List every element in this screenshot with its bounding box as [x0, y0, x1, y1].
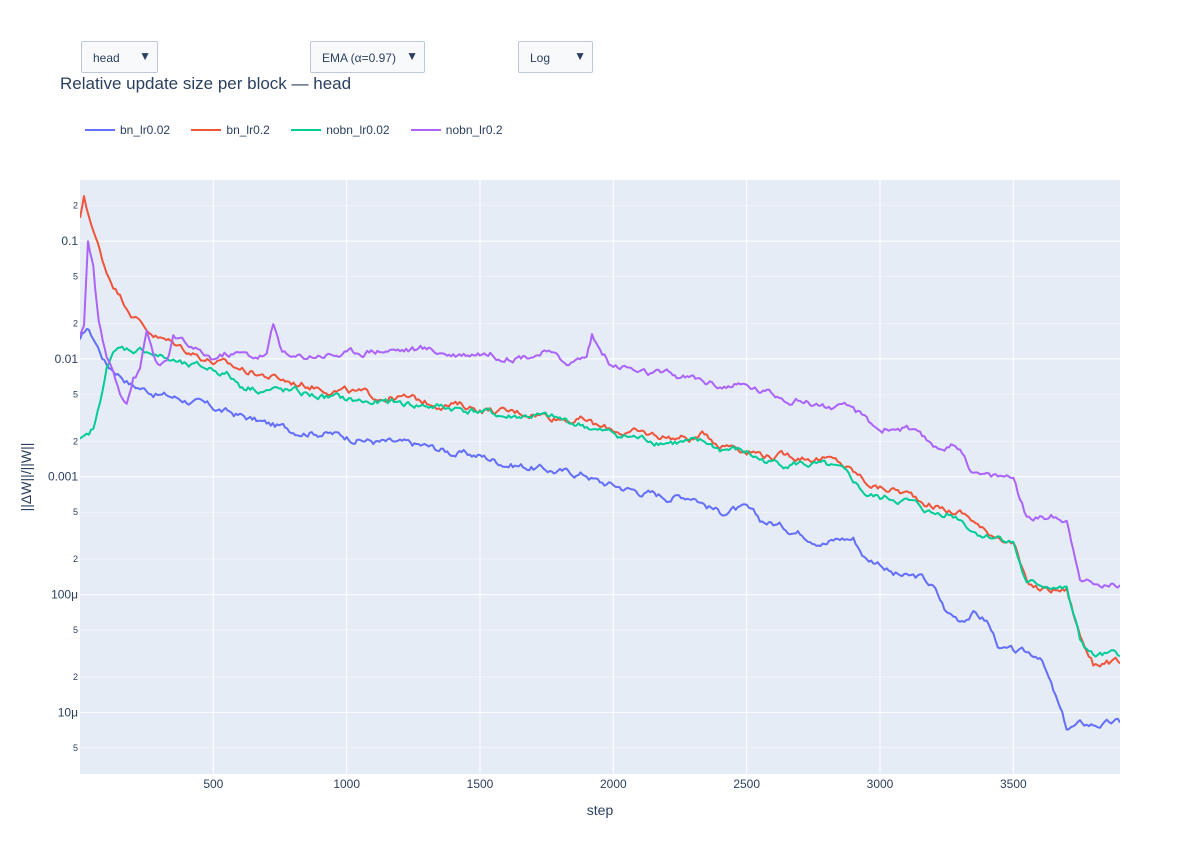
x-tick-label: 1500	[467, 777, 494, 791]
y-minor-tick-label: 2	[73, 436, 78, 446]
legend-label: bn_lr0.2	[226, 123, 270, 137]
x-tick-label: 2000	[600, 777, 627, 791]
smoothing-select[interactable]: EMA (α=0.97) ▼	[310, 41, 425, 73]
y-tick-label: 0.01	[55, 352, 79, 366]
y-axis-title: ||ΔW||/||W||	[18, 443, 34, 512]
y-minor-tick-label: 2	[73, 672, 78, 682]
y-tick-label: 0.001	[48, 470, 78, 484]
y-minor-tick-label: 2	[73, 318, 78, 328]
legend-label: bn_lr0.02	[120, 123, 171, 137]
series-lines	[80, 195, 1120, 731]
y-tick-label: 10μ	[58, 705, 78, 719]
y-minor-tick-label: 2	[73, 201, 78, 211]
smoothing-select-value: EMA (α=0.97)	[322, 51, 396, 65]
block-select-value: head	[93, 51, 120, 65]
y-minor-tick-label: 5	[73, 625, 78, 635]
y-minor-tick-label: 5	[73, 389, 78, 399]
x-tick-label: 3500	[1000, 777, 1027, 791]
scale-select[interactable]: Log ▼	[518, 41, 593, 73]
y-tick-label: 100μ	[51, 588, 78, 602]
x-tick-label: 1000	[333, 777, 360, 791]
x-axis-title: step	[587, 802, 614, 818]
legend-swatch	[291, 129, 322, 131]
legend-label: nobn_lr0.02	[326, 123, 390, 137]
x-tick-label: 3000	[867, 777, 894, 791]
x-tick-label: 500	[203, 777, 223, 791]
chevron-down-icon: ▼	[574, 49, 586, 63]
y-minor-tick-label: 5	[73, 272, 78, 282]
y-axis-ticks: 0.1 0.01 0.001 100μ 10μ 2 5 2 5 2 5 2 5 2 5	[48, 201, 78, 753]
y-tick-label: 0.1	[61, 234, 78, 248]
scale-select-value: Log	[530, 51, 551, 65]
chevron-down-icon: ▼	[406, 49, 418, 63]
x-axis-ticks: 500 1000 1500 2000 2500 3000 3500	[203, 777, 1027, 791]
x-tick-label: 2500	[733, 777, 760, 791]
series-line-bn_lr0.2	[80, 195, 1120, 668]
series-line-nobn_lr0.2	[80, 240, 1120, 589]
block-select[interactable]: head ▼	[81, 41, 158, 73]
legend-swatch	[410, 129, 441, 131]
chart-title: Relative update size per block — head	[60, 74, 352, 93]
legend-swatch	[191, 129, 222, 131]
legend-swatch	[85, 129, 115, 131]
y-minor-tick-label: 5	[73, 507, 78, 517]
y-minor-tick-label: 5	[73, 743, 78, 753]
y-minor-tick-label: 2	[73, 554, 78, 564]
series-line-bn_lr0.02	[80, 328, 1120, 731]
legend-label: nobn_lr0.2	[445, 123, 503, 137]
chevron-down-icon: ▼	[139, 49, 151, 63]
series-line-nobn_lr0.02	[80, 345, 1120, 658]
